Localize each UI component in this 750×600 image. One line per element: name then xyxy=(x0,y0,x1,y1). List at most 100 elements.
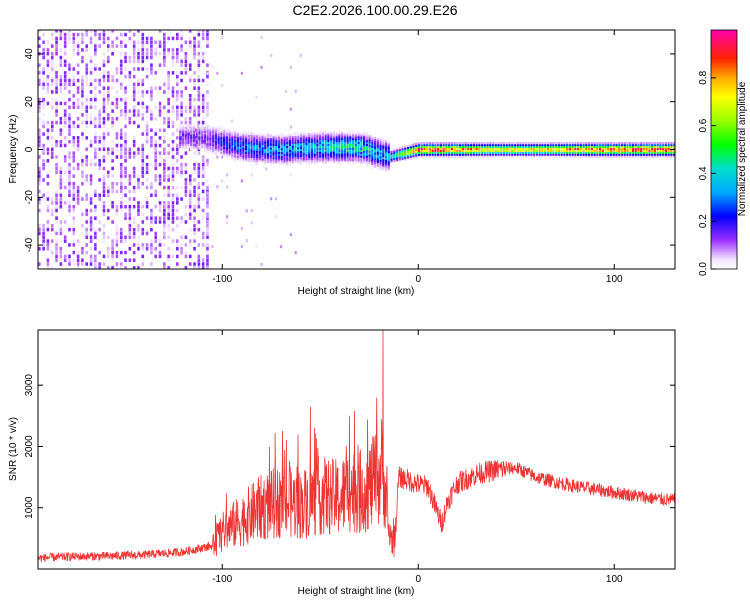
spectrogram-cell xyxy=(601,144,604,147)
spectrogram-cell xyxy=(308,152,311,155)
spectrogram-cell xyxy=(68,116,71,121)
spectrogram-cell xyxy=(59,132,63,136)
spectrogram-cell xyxy=(145,128,149,132)
spectrogram-cell xyxy=(373,150,377,153)
spectrogram-cell xyxy=(341,132,344,135)
spectrogram-cell xyxy=(382,149,385,152)
spectrogram-cell xyxy=(500,145,503,149)
spectrogram-cell xyxy=(42,143,45,148)
snr-series-line xyxy=(38,330,675,562)
spectrogram-cell xyxy=(511,142,514,145)
spectrogram-cell xyxy=(288,139,292,143)
spectrogram-cell xyxy=(150,162,153,167)
spectrogram-cell xyxy=(68,201,71,205)
spectrogram-cell xyxy=(266,145,270,148)
spectrogram-cell xyxy=(431,153,434,156)
spectrogram-cell xyxy=(651,144,654,147)
spectrogram-cell xyxy=(629,144,632,147)
spectrogram-cell xyxy=(150,143,153,148)
spectrogram-cell xyxy=(197,90,201,94)
spectrogram-cell xyxy=(670,149,673,152)
spectrogram-cell xyxy=(72,74,76,79)
spectrogram-cell xyxy=(269,137,272,141)
spectrogram-cell xyxy=(111,204,114,209)
spectrogram-cell xyxy=(141,262,145,266)
spectrogram-cell xyxy=(206,235,209,240)
spectrogram-cell xyxy=(132,97,136,102)
spectrogram-cell xyxy=(76,254,80,259)
spectrogram-cell xyxy=(68,120,71,125)
spectrogram-cell xyxy=(505,155,508,158)
spectrogram-cell xyxy=(434,144,437,147)
spectrogram-cell xyxy=(106,71,110,75)
spectrogram-cell xyxy=(150,94,153,98)
spectrogram-cell xyxy=(579,144,582,147)
spectrogram-cell xyxy=(102,86,106,90)
spectrogram-cell xyxy=(167,204,170,209)
spectrogram-cell xyxy=(280,138,283,141)
spectrogram-cell xyxy=(242,132,245,135)
spectrogram-cell xyxy=(55,254,58,259)
spectrogram-cell xyxy=(368,163,371,167)
spectrogram-cell xyxy=(439,142,442,145)
spectrogram-cell xyxy=(645,149,648,152)
spectrogram-cell xyxy=(489,151,492,154)
spectrogram-cell xyxy=(338,130,341,133)
spectrogram-cell xyxy=(244,136,248,139)
spectrogram-cell xyxy=(368,160,371,163)
spectrogram-cell xyxy=(535,149,539,152)
spectrogram-cell xyxy=(302,137,305,140)
spectrogram-cell xyxy=(193,185,196,190)
spectrogram-cell xyxy=(297,137,300,140)
spectrogram-cell xyxy=(94,30,97,33)
spectrogram-cell xyxy=(508,151,511,154)
spectrogram-cell xyxy=(63,239,67,243)
spectrogram-cell xyxy=(188,105,192,110)
spectrogram-cell xyxy=(401,157,404,160)
spectrogram-cell xyxy=(184,67,188,71)
spectrogram-cell xyxy=(72,193,76,197)
spectrogram-cell xyxy=(568,144,571,147)
spectrogram-cell xyxy=(379,152,382,155)
spectrogram-cell xyxy=(106,116,110,121)
spectrogram-cell xyxy=(450,153,453,156)
spectrogram-cell xyxy=(214,148,217,151)
spectrogram-cell xyxy=(76,63,80,67)
spectrogram-cell xyxy=(618,151,621,154)
spectrogram-cell xyxy=(111,139,114,144)
spectrogram-cell xyxy=(428,147,432,151)
spectrogram-cell xyxy=(519,144,522,147)
spectrogram-cell xyxy=(184,136,187,139)
spectrogram-cell xyxy=(72,174,76,178)
spectrogram-cell xyxy=(384,144,388,147)
spectrogram-cell xyxy=(85,136,89,140)
spectrogram-cell xyxy=(486,153,489,156)
spectrogram-cell xyxy=(89,208,93,213)
spectrogram-cell xyxy=(206,144,209,147)
spectrogram-cell xyxy=(294,158,297,161)
spectrogram-cell xyxy=(297,135,300,138)
spectrogram-cell xyxy=(324,149,327,152)
spectrogram-cell xyxy=(236,148,239,151)
spectrogram-cell xyxy=(546,142,550,145)
spectrogram-cell xyxy=(72,208,76,213)
spectrogram-cell xyxy=(349,157,352,160)
spectrogram-cell xyxy=(351,141,355,145)
spectrogram-cell xyxy=(645,151,648,154)
spectrogram-cell xyxy=(266,152,270,156)
spectrogram-cell xyxy=(137,201,140,205)
spectrogram-cell xyxy=(128,216,132,220)
spectrogram-cell xyxy=(46,132,50,136)
spectrogram-cell xyxy=(305,161,308,165)
spectrogram-cell xyxy=(192,126,196,129)
spectrogram-cell xyxy=(327,141,330,145)
spectrogram-cell xyxy=(141,162,145,167)
spectrogram-cell xyxy=(508,142,511,145)
spectrogram-cell xyxy=(651,153,654,156)
spectrogram-cell xyxy=(190,149,193,152)
spectrogram-cell xyxy=(261,158,264,161)
spectrogram-cell xyxy=(461,151,464,154)
spectrogram-cell xyxy=(459,155,462,158)
spectrogram-cell xyxy=(264,135,267,138)
spectrogram-cell xyxy=(38,182,41,186)
